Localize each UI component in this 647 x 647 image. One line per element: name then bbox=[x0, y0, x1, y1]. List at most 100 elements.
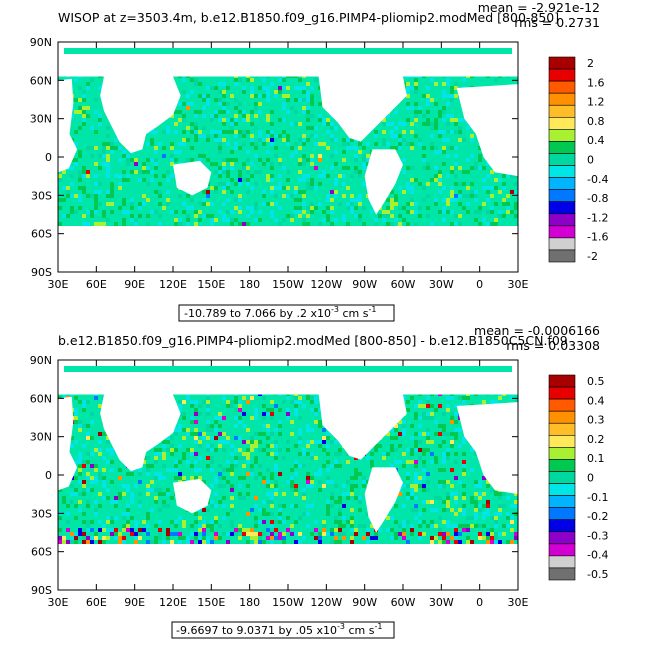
field-cell bbox=[194, 126, 198, 130]
field-cell bbox=[218, 536, 222, 540]
field-cell bbox=[458, 214, 462, 218]
field-cell bbox=[226, 170, 230, 174]
field-cell bbox=[78, 178, 82, 182]
x-tick-label: 180 bbox=[239, 278, 260, 291]
field-cell bbox=[434, 166, 438, 170]
field-cell bbox=[298, 428, 302, 432]
field-cell bbox=[250, 532, 254, 536]
field-cell bbox=[410, 508, 414, 512]
field-cell bbox=[454, 512, 458, 516]
field-cell bbox=[206, 448, 210, 452]
field-cell bbox=[446, 432, 450, 436]
field-cell bbox=[90, 452, 94, 456]
field-cell bbox=[314, 528, 318, 532]
field-cell bbox=[94, 202, 98, 206]
field-cell bbox=[286, 214, 290, 218]
field-cell bbox=[438, 432, 442, 436]
land-region bbox=[58, 544, 518, 556]
field-cell bbox=[254, 126, 258, 130]
field-cell bbox=[506, 202, 510, 206]
field-cell bbox=[58, 536, 62, 540]
field-cell bbox=[486, 198, 490, 202]
field-cell bbox=[62, 496, 66, 500]
field-cell bbox=[450, 194, 454, 198]
field-cell bbox=[90, 412, 94, 416]
field-cell bbox=[466, 516, 470, 520]
field-cell bbox=[450, 118, 454, 122]
field-cell bbox=[254, 206, 258, 210]
field-cell bbox=[206, 524, 210, 528]
field-cell bbox=[310, 86, 314, 90]
field-cell bbox=[434, 146, 438, 150]
field-cell bbox=[186, 214, 190, 218]
field-cell bbox=[138, 500, 142, 504]
field-cell bbox=[226, 218, 230, 222]
field-cell bbox=[238, 178, 242, 182]
field-cell bbox=[134, 532, 138, 536]
field-cell bbox=[494, 78, 498, 82]
field-cell bbox=[234, 82, 238, 86]
colorbar-swatch bbox=[548, 519, 576, 533]
field-cell bbox=[414, 496, 418, 500]
field-cell bbox=[138, 504, 142, 508]
range-box: -9.6697 to 9.0371 by .05 x10-3 cm s-1 bbox=[171, 621, 395, 639]
field-cell bbox=[310, 456, 314, 460]
field-cell bbox=[422, 464, 426, 468]
field-cell bbox=[90, 476, 94, 480]
field-cell bbox=[178, 142, 182, 146]
field-cell bbox=[442, 536, 446, 540]
field-cell bbox=[98, 202, 102, 206]
field-cell bbox=[282, 520, 286, 524]
field-cell bbox=[106, 166, 110, 170]
colorbar-swatch bbox=[548, 165, 576, 178]
field-cell bbox=[310, 206, 314, 210]
field-cell bbox=[426, 182, 430, 186]
field-cell bbox=[302, 488, 306, 492]
field-cell bbox=[438, 114, 442, 118]
field-cell bbox=[262, 404, 266, 408]
field-cell bbox=[358, 524, 362, 528]
field-cell bbox=[418, 400, 422, 404]
field-cell bbox=[350, 146, 354, 150]
field-cell bbox=[294, 110, 298, 114]
field-cell bbox=[274, 484, 278, 488]
field-cell bbox=[66, 528, 70, 532]
field-cell bbox=[266, 98, 270, 102]
field-cell bbox=[330, 134, 334, 138]
field-cell bbox=[74, 532, 78, 536]
field-cell bbox=[262, 532, 266, 536]
colorbar-swatch bbox=[548, 189, 576, 203]
field-cell bbox=[98, 528, 102, 532]
field-cell bbox=[454, 476, 458, 480]
field-cell bbox=[458, 396, 462, 400]
field-cell bbox=[202, 528, 206, 532]
field-cell bbox=[134, 520, 138, 524]
field-cell bbox=[410, 166, 414, 170]
field-cell bbox=[126, 162, 130, 166]
field-cell bbox=[430, 126, 434, 130]
field-cell bbox=[362, 536, 366, 540]
field-cell bbox=[318, 222, 322, 226]
field-cell bbox=[294, 412, 298, 416]
field-cell bbox=[82, 400, 86, 404]
field-cell bbox=[398, 138, 402, 142]
field-cell bbox=[262, 432, 266, 436]
field-cell bbox=[414, 210, 418, 214]
field-cell bbox=[266, 158, 270, 162]
colorbar-swatch bbox=[548, 92, 576, 106]
field-cell bbox=[302, 106, 306, 110]
field-cell bbox=[166, 190, 170, 194]
field-cell bbox=[226, 86, 230, 90]
field-cell bbox=[82, 98, 86, 102]
field-cell bbox=[302, 178, 306, 182]
field-cell bbox=[66, 540, 70, 544]
field-cell bbox=[410, 202, 414, 206]
field-cell bbox=[82, 110, 86, 114]
field-cell bbox=[94, 190, 98, 194]
field-cell bbox=[170, 174, 174, 178]
field-cell bbox=[442, 186, 446, 190]
field-cell bbox=[450, 492, 454, 496]
field-cell bbox=[290, 524, 294, 528]
field-cell bbox=[294, 540, 298, 544]
field-cell bbox=[494, 524, 498, 528]
